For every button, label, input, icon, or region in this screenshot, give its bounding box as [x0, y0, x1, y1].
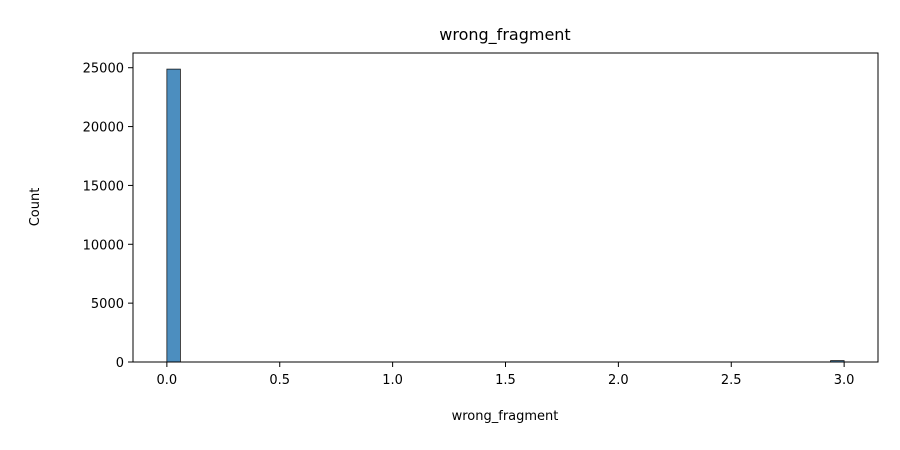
y-axis-ticks: 0 5000 10000 15000 20000 25000	[83, 62, 133, 371]
y-tick-label: 0	[116, 356, 124, 371]
bars-group	[166, 68, 845, 363]
chart-title: wrong_fragment	[439, 25, 570, 45]
x-axis-label: wrong_fragment	[452, 409, 559, 424]
y-tick-label: 20000	[83, 121, 124, 136]
x-tick-label: 2.0	[608, 373, 629, 388]
y-tick-label: 5000	[91, 297, 124, 312]
plot-frame	[132, 52, 879, 363]
x-tick-label: 0.5	[269, 373, 290, 388]
y-tick-label: 15000	[83, 179, 124, 194]
x-axis-ticks: 0.0 0.5 1.0 1.5 2.0 2.5 3.0	[157, 362, 855, 388]
x-tick-label: 0.0	[157, 373, 178, 388]
x-tick-label: 1.0	[382, 373, 403, 388]
y-tick-label: 10000	[83, 238, 124, 253]
y-axis-label: Count	[28, 188, 43, 227]
histogram-bar	[166, 68, 181, 363]
x-tick-label: 3.0	[834, 373, 855, 388]
x-tick-label: 1.5	[495, 373, 516, 388]
x-tick-label: 2.5	[721, 373, 742, 388]
y-tick-label: 25000	[83, 62, 124, 77]
